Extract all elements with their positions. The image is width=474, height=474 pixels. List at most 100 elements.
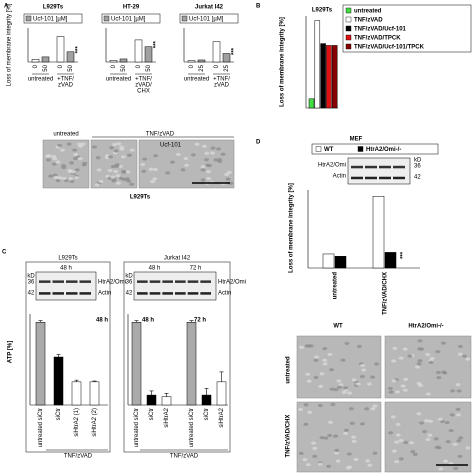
cell xyxy=(438,467,444,471)
cell xyxy=(317,403,323,408)
chart-title: L929Ts xyxy=(312,8,333,14)
x-tick-label: 50 xyxy=(121,64,127,71)
cell xyxy=(213,158,219,162)
cell xyxy=(353,457,359,462)
band xyxy=(79,280,91,283)
cell xyxy=(335,459,341,463)
cell xyxy=(142,157,148,161)
bar xyxy=(56,36,65,63)
cell xyxy=(437,417,443,421)
cell xyxy=(394,460,400,464)
legend-label: WT xyxy=(324,147,334,153)
cell xyxy=(425,437,431,442)
cell xyxy=(326,464,332,468)
cell xyxy=(175,152,181,157)
cell xyxy=(403,440,409,445)
cell xyxy=(313,375,319,380)
bar xyxy=(222,53,231,63)
x-tick-label: siCtr xyxy=(149,408,155,420)
cell xyxy=(327,352,333,357)
band xyxy=(39,292,51,295)
cell xyxy=(129,148,135,152)
bar xyxy=(131,322,142,406)
band xyxy=(137,292,148,295)
blot-band: Actin xyxy=(333,174,346,180)
cell xyxy=(364,407,370,411)
cell xyxy=(427,433,433,437)
cell xyxy=(462,354,468,358)
cell xyxy=(400,384,406,388)
group-label: zVAD xyxy=(58,83,74,89)
cell xyxy=(360,363,366,368)
x-tick-label: 0 xyxy=(111,64,117,68)
bar xyxy=(372,195,385,269)
blot-marker: 36 xyxy=(126,280,133,286)
cell xyxy=(333,387,339,392)
cell xyxy=(165,171,171,175)
x-tick-label: siHtrA2 xyxy=(164,407,170,427)
cell xyxy=(184,163,190,167)
cell xyxy=(120,155,126,159)
legend-box xyxy=(342,4,472,53)
chart-title: MEF xyxy=(350,137,363,143)
bar xyxy=(320,43,326,109)
x-tick-label: TNF/zVAD/CHX xyxy=(383,272,389,315)
bar xyxy=(161,396,172,406)
cell xyxy=(341,390,347,395)
cell xyxy=(348,407,354,411)
chart-frame xyxy=(123,261,231,453)
legend-swatch xyxy=(345,25,352,32)
cell xyxy=(387,386,393,391)
legend-label: Ucf-101 [µM] xyxy=(33,16,68,22)
band xyxy=(66,292,78,295)
cell xyxy=(150,180,156,184)
cell xyxy=(115,181,121,185)
legend-box xyxy=(311,143,439,155)
cell xyxy=(455,383,461,387)
cell xyxy=(453,466,459,470)
micrograph-label: Ucf-101 xyxy=(160,143,182,149)
blot-marker: 42 xyxy=(414,175,421,181)
chart-frame xyxy=(25,261,111,453)
micrograph-label: TNF/zVAD xyxy=(146,132,175,138)
cell xyxy=(206,177,212,181)
cell xyxy=(435,370,441,375)
band xyxy=(66,280,78,283)
cell xyxy=(74,168,80,172)
x-tick-label: 0 xyxy=(33,64,39,68)
cell xyxy=(55,160,61,164)
blot-time: 48 h xyxy=(60,266,72,272)
cell xyxy=(119,147,125,151)
cell xyxy=(299,345,305,349)
cell xyxy=(342,431,348,436)
annotation: *** xyxy=(401,251,407,259)
cell xyxy=(190,153,196,157)
cell xyxy=(318,384,324,388)
cell xyxy=(322,346,328,351)
cell xyxy=(303,422,309,426)
legend-swatch xyxy=(315,146,322,152)
cell xyxy=(98,179,104,184)
x-tick-label: 50 xyxy=(146,64,152,71)
legend-swatch xyxy=(103,15,110,22)
cell xyxy=(204,158,210,162)
cell xyxy=(200,168,206,172)
annotation: *** xyxy=(154,41,160,49)
cell xyxy=(398,438,404,443)
cell xyxy=(69,179,75,183)
group-label: TNF/zVAD xyxy=(170,454,199,460)
cell xyxy=(351,439,357,443)
cell xyxy=(330,402,336,407)
legend-label: TNF/zVAD/TPCK xyxy=(354,35,401,41)
x-tick-label: 0 xyxy=(189,64,195,68)
bar xyxy=(119,58,128,63)
cell xyxy=(303,403,309,407)
cell xyxy=(395,422,401,426)
bar xyxy=(31,59,40,63)
chart-title: HT-29 xyxy=(123,5,140,11)
cell xyxy=(323,436,329,440)
group-label: +TNF/ xyxy=(135,77,152,83)
legend-label: HtrA2/Omi-/- xyxy=(366,147,401,153)
band xyxy=(351,165,363,169)
cell xyxy=(298,407,304,412)
